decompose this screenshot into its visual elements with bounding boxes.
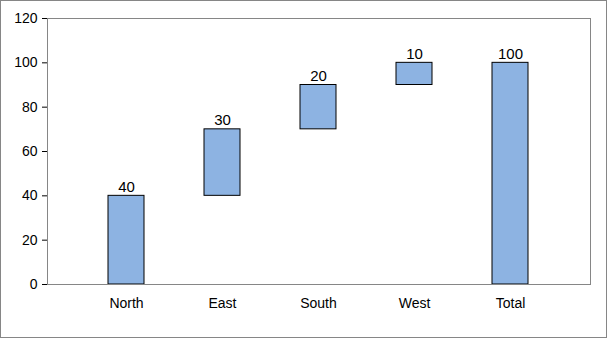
svg-text:East: East [208, 295, 236, 311]
svg-text:South: South [300, 295, 337, 311]
svg-text:120: 120 [14, 10, 38, 26]
svg-text:60: 60 [22, 143, 38, 159]
svg-text:80: 80 [22, 99, 38, 115]
svg-text:West: West [399, 295, 431, 311]
svg-text:30: 30 [214, 111, 231, 128]
svg-text:100: 100 [14, 54, 38, 70]
svg-text:10: 10 [406, 45, 423, 62]
svg-text:20: 20 [310, 67, 327, 84]
svg-text:40: 40 [22, 187, 38, 203]
svg-text:40: 40 [118, 178, 135, 195]
svg-text:Total: Total [496, 295, 526, 311]
svg-text:100: 100 [498, 45, 523, 62]
svg-text:20: 20 [22, 232, 38, 248]
svg-text:North: North [109, 295, 143, 311]
svg-text:0: 0 [30, 276, 38, 292]
